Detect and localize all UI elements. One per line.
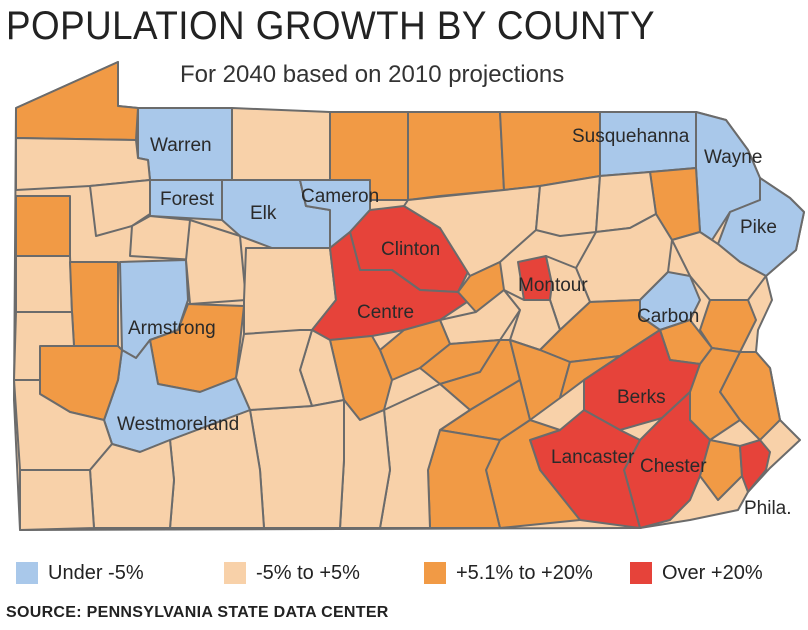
source-credit: SOURCE: PENNSYLVANIA STATE DATA CENTER bbox=[6, 604, 389, 621]
county-lawrence bbox=[15, 255, 73, 313]
label-lancaster: Lancaster bbox=[551, 447, 635, 468]
legend-swatch-moderate bbox=[424, 562, 446, 584]
label-centre: Centre bbox=[357, 302, 414, 323]
county-cambria bbox=[235, 329, 313, 411]
label-warren: Warren bbox=[150, 135, 212, 156]
legend-label-flat: -5% to +5% bbox=[256, 562, 360, 584]
county-butler bbox=[69, 261, 119, 347]
label-phila: Phila. bbox=[744, 498, 792, 519]
label-susquehanna: Susquehanna bbox=[572, 126, 690, 147]
label-carbon: Carbon bbox=[637, 306, 699, 327]
county-delaware bbox=[699, 439, 743, 501]
label-forest: Forest bbox=[160, 189, 215, 210]
label-elk: Elk bbox=[250, 203, 277, 224]
legend-label-under: Under -5% bbox=[48, 562, 144, 584]
label-cameron: Cameron bbox=[301, 186, 379, 207]
label-armstrong: Armstrong bbox=[128, 318, 216, 339]
legend-swatch-over bbox=[630, 562, 652, 584]
label-westmoreland: Westmoreland bbox=[117, 414, 239, 435]
county-philadelphia bbox=[739, 439, 771, 493]
label-chester: Chester bbox=[640, 456, 707, 477]
map-title: POPULATION GROWTH BY COUNTY bbox=[6, 4, 655, 48]
legend-label-moderate: +5.1% to +20% bbox=[456, 562, 593, 584]
label-wayne: Wayne bbox=[704, 147, 762, 168]
county-bedford bbox=[249, 399, 345, 529]
county-erie bbox=[15, 61, 139, 141]
legend-swatch-flat bbox=[224, 562, 246, 584]
label-clinton: Clinton bbox=[381, 239, 440, 260]
county-adams bbox=[427, 429, 501, 529]
map-subtitle: For 2040 based on 2010 projections bbox=[180, 61, 565, 88]
county-jefferson bbox=[185, 219, 247, 305]
legend-swatch-under bbox=[16, 562, 38, 584]
county-crawford bbox=[15, 137, 151, 191]
label-montour: Montour bbox=[518, 275, 588, 296]
county-fulton bbox=[339, 399, 391, 529]
county-mercer bbox=[15, 195, 71, 257]
label-berks: Berks bbox=[617, 387, 666, 408]
legend: Under -5% -5% to +5% +5.1% to +20% Over … bbox=[0, 556, 808, 590]
county-tioga bbox=[407, 111, 505, 201]
county-greene bbox=[19, 469, 95, 531]
county-sullivan bbox=[535, 175, 601, 237]
label-pike: Pike bbox=[740, 217, 777, 238]
legend-label-over: Over +20% bbox=[662, 562, 763, 584]
